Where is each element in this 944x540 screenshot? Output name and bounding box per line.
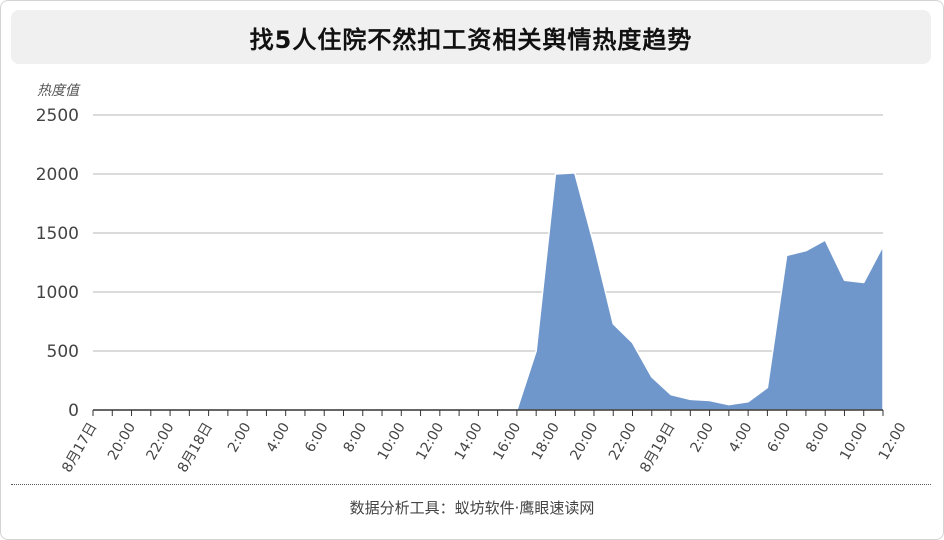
x-tick-label: 10:00 xyxy=(375,420,409,463)
x-tick-label: 22:00 xyxy=(606,420,640,463)
y-tick-label: 500 xyxy=(47,342,79,362)
x-tick-label: 8月17日 xyxy=(59,420,100,475)
x-tick-label: 16:00 xyxy=(490,420,524,463)
x-tick-label: 14:00 xyxy=(452,420,486,463)
x-tick-label: 18:00 xyxy=(529,420,563,463)
chart-title: 找5人住院不然扣工资相关舆情热度趋势 xyxy=(249,25,693,54)
y-tick-label: 0 xyxy=(68,401,79,421)
x-tick-label: 2:00 xyxy=(225,420,255,455)
x-tick-label: 4:00 xyxy=(726,420,756,455)
title-bar: 找5人住院不然扣工资相关舆情热度趋势 xyxy=(11,10,931,64)
x-tick-label: 12:00 xyxy=(876,420,910,463)
x-tick-label: 20:00 xyxy=(105,420,139,463)
x-tick-label: 8:00 xyxy=(803,420,833,455)
y-tick-label: 2000 xyxy=(36,165,79,185)
x-tick-label: 4:00 xyxy=(264,420,294,455)
x-tick-label: 6:00 xyxy=(302,420,332,455)
data-source-note: 数据分析工具：蚁坊软件·鹰眼速读网 xyxy=(349,499,595,517)
footer-divider xyxy=(11,484,931,485)
x-tick-label: 2:00 xyxy=(687,420,717,455)
x-tick-label: 8月19日 xyxy=(637,420,678,475)
x-tick-label: 6:00 xyxy=(765,420,795,455)
x-tick-label: 20:00 xyxy=(567,420,601,463)
x-tick-label: 8:00 xyxy=(341,420,371,455)
series-area xyxy=(92,172,884,411)
x-tick-label: 10:00 xyxy=(837,420,871,463)
y-tick-label: 2500 xyxy=(36,106,79,126)
x-tick-label: 12:00 xyxy=(413,420,447,463)
x-tick-label: 8月18日 xyxy=(175,420,216,475)
y-axis-label: 热度值 xyxy=(37,83,81,99)
y-tick-label: 1000 xyxy=(36,283,79,303)
y-tick-label: 1500 xyxy=(36,224,79,244)
x-tick-label: 22:00 xyxy=(144,420,178,463)
